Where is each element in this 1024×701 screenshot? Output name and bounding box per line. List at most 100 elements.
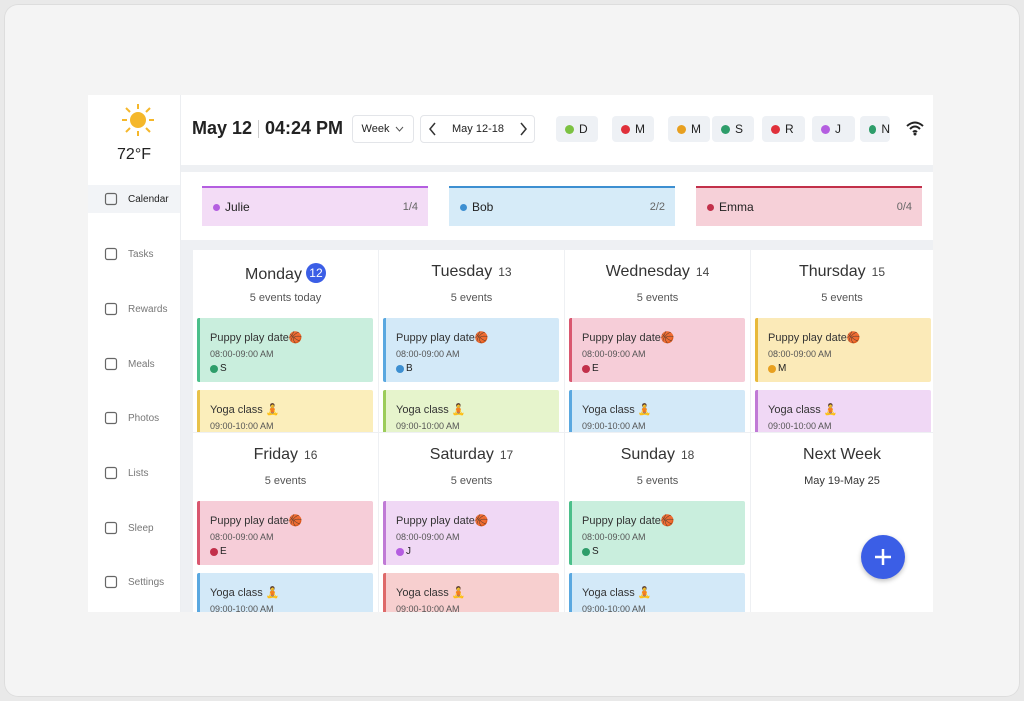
- day-cell: Sunday 18 5 events Puppy play date🏀 08:00-09…: [565, 433, 750, 612]
- event-card[interactable]: Yoga class 🧘 09:00-10:00 AM: [197, 573, 373, 612]
- day-date: 13: [498, 265, 512, 279]
- event-time: 09:00-10:00 AM: [210, 421, 274, 431]
- member-initial: M: [778, 363, 787, 374]
- member-chip[interactable]: N: [860, 116, 890, 142]
- day-date: 16: [304, 448, 318, 462]
- member-dot: [396, 547, 404, 556]
- event-member: S: [210, 363, 227, 374]
- member-initial: B: [406, 363, 413, 374]
- day-summary: 5 events: [450, 292, 493, 304]
- nav-label: Meals: [128, 358, 155, 370]
- member-initial: J: [406, 546, 411, 557]
- add-button[interactable]: [861, 535, 905, 579]
- event-time: 09:00-10:00 AM: [582, 421, 646, 431]
- member-chip[interactable]: J: [812, 116, 855, 142]
- nav-item[interactable]: Calendar: [88, 185, 180, 213]
- prev-button[interactable]: [426, 121, 440, 137]
- time: 04:24 PM: [265, 118, 344, 138]
- member-chip[interactable]: R: [762, 116, 805, 142]
- event-card[interactable]: Puppy play date🏀 08:00-09:00 AM S: [197, 318, 373, 382]
- day-date: 15: [871, 265, 886, 279]
- day-name: Tuesday: [431, 263, 493, 280]
- day-heading: Tuesday 13: [379, 263, 564, 281]
- member-initial: D: [579, 122, 588, 136]
- person-progress: 2/2: [649, 201, 665, 213]
- sidebar: [88, 95, 181, 612]
- event-time: 09:00-10:00 AM: [768, 421, 832, 431]
- event-card[interactable]: Puppy play date🏀 08:00-09:00 AM S: [569, 501, 745, 565]
- member-initial: S: [592, 546, 599, 557]
- event-member: S: [582, 546, 599, 557]
- event-title: Yoga class 🧘: [210, 587, 280, 599]
- event-card[interactable]: Puppy play date🏀 08:00-09:00 AM E: [197, 501, 373, 565]
- nav-label: Settings: [128, 576, 165, 588]
- nav-item[interactable]: Tasks: [88, 240, 180, 268]
- range: May 12-18: [452, 123, 504, 135]
- nav-icon: [104, 192, 118, 206]
- day-heading: Sunday 18: [565, 446, 750, 464]
- divider: [258, 120, 259, 138]
- member-dot: [210, 547, 218, 556]
- day-date: 17: [499, 448, 514, 462]
- nav-item[interactable]: Lists: [88, 459, 180, 487]
- event-title: Yoga class 🧘: [582, 404, 652, 416]
- event-title: Yoga class 🧘: [768, 404, 838, 416]
- member-chip[interactable]: S: [712, 116, 754, 142]
- person-card[interactable]: Julie 1/4: [202, 186, 428, 226]
- day-summary: 5 events: [636, 292, 679, 304]
- member-initial: R: [785, 122, 794, 136]
- event-time: 09:00-10:00 AM: [210, 604, 274, 612]
- person-card[interactable]: Emma 0/4: [696, 186, 922, 226]
- nav-item[interactable]: Sleep: [88, 514, 180, 542]
- day-heading: Friday 16: [193, 446, 378, 464]
- member-dot: [677, 124, 686, 134]
- event-card[interactable]: Puppy play date🏀 08:00-09:00 AM E: [569, 318, 745, 382]
- next-button[interactable]: [516, 121, 530, 137]
- member-chip[interactable]: M: [612, 116, 654, 142]
- day-cell: Tuesday 13 5 events Puppy play date🏀 08:00-0…: [379, 250, 564, 432]
- day-name: Wednesday: [605, 263, 690, 280]
- temperature: 72°F: [117, 146, 151, 163]
- event-card[interactable]: Yoga class 🧘 09:00-10:00 AM: [569, 573, 745, 612]
- day-date: 12: [305, 263, 326, 283]
- event-time: 08:00-09:00 AM: [396, 349, 460, 359]
- day-heading: Saturday 17: [379, 446, 564, 464]
- nav-icon: [104, 575, 118, 589]
- event-card[interactable]: Puppy play date🏀 08:00-09:00 AM J: [383, 501, 559, 565]
- event-time: 09:00-10:00 AM: [396, 421, 460, 431]
- member-initial: E: [220, 546, 227, 557]
- event-card[interactable]: Yoga class 🧘 09:00-10:00 AM: [569, 390, 745, 432]
- event-card[interactable]: Puppy play date🏀 08:00-09:00 AM B: [383, 318, 559, 382]
- nav-label: Sleep: [128, 522, 154, 534]
- member-dot: [396, 364, 404, 373]
- event-title: Puppy play date🏀: [210, 515, 303, 527]
- event-title: Puppy play date🏀: [582, 515, 675, 527]
- day-name: Thursday: [798, 263, 866, 280]
- person-progress: 0/4: [896, 201, 912, 213]
- day-heading: Wednesday 14: [565, 263, 750, 281]
- view-dropdown[interactable]: Week: [352, 115, 414, 143]
- day-date: 18: [680, 448, 695, 462]
- nav-label: Tasks: [128, 248, 154, 260]
- day-cell: Thursday 15 5 events Puppy play date🏀 08:00-…: [751, 250, 933, 432]
- day-name: Monday: [245, 266, 302, 283]
- member-dot: [210, 364, 218, 373]
- member-chip[interactable]: D: [556, 116, 598, 142]
- nav-item[interactable]: Settings: [88, 568, 180, 596]
- day-heading: Thursday 15: [751, 263, 933, 281]
- event-card[interactable]: Yoga class 🧘 09:00-10:00 AM: [197, 390, 373, 432]
- event-card[interactable]: Yoga class 🧘 09:00-10:00 AM: [383, 573, 559, 612]
- event-member: E: [582, 363, 599, 374]
- day-date: 14: [695, 265, 710, 279]
- event-card[interactable]: Yoga class 🧘 09:00-10:00 AM: [383, 390, 559, 432]
- member-chip[interactable]: M: [668, 116, 710, 142]
- event-card[interactable]: Yoga class 🧘 09:00-10:00 AM: [755, 390, 931, 432]
- day-summary: 5 events today: [249, 292, 322, 304]
- event-card[interactable]: Puppy play date🏀 08:00-09:00 AM M: [755, 318, 931, 382]
- event-time: 09:00-10:00 AM: [582, 604, 646, 612]
- person-dot: [213, 203, 220, 211]
- nav-item[interactable]: Photos: [88, 404, 180, 432]
- nav-item[interactable]: Rewards: [88, 295, 180, 323]
- person-card[interactable]: Bob 2/2: [449, 186, 675, 226]
- nav-item[interactable]: Meals: [88, 350, 180, 378]
